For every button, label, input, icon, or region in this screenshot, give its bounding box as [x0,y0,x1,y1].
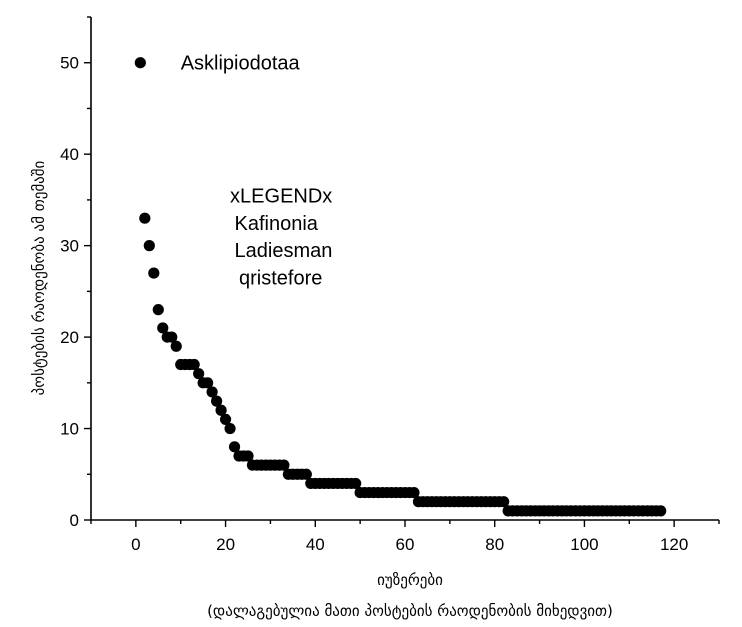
data-point [350,477,362,490]
data-point [206,386,218,398]
data-point [188,358,200,371]
x-tick-label: 100 [570,535,598,554]
data-point [242,450,254,462]
y-tick-label: 10 [60,420,79,439]
x-axis-title: იუზერები [377,571,443,589]
data-point [148,267,160,279]
x-axis-ticks: 0 20 40 60 80 100 120 [90,520,720,554]
annotation-label: qristefore [239,268,322,290]
y-axis-title: პოსტების რაოდენობა ამ თემაში [30,160,48,395]
axis-lines [90,17,719,521]
data-point [278,459,290,471]
data-points [134,57,667,517]
data-point [139,212,151,224]
data-point [219,413,232,425]
x-tick-label: 120 [660,535,688,554]
data-point [215,404,227,416]
x-tick-label: 80 [485,535,504,554]
y-tick-label: 0 [70,511,79,530]
x-tick-label: 60 [396,535,415,554]
data-point [300,468,312,480]
data-point [498,496,510,508]
data-point [202,377,214,389]
data-point [143,240,155,252]
annotation-label: xLEGENDx [230,185,332,207]
annotation-label: Ladiesman [235,240,333,262]
data-point [211,395,223,407]
y-tick-label: 50 [60,54,79,73]
annotations: Asklipiodotaa xLEGENDx Kafinonia Ladiesman q… [181,53,333,290]
data-point [157,322,169,334]
data-point [408,486,420,499]
data-point [152,304,164,316]
y-axis-ticks: 0 10 20 30 40 50 [60,16,91,530]
data-point [655,505,667,517]
data-point [166,331,178,343]
y-tick-label: 20 [60,328,79,347]
y-tick-label: 30 [60,237,79,256]
data-point [170,340,182,352]
data-point [228,441,241,453]
x-tick-label: 40 [306,535,325,554]
x-axis-subtitle: (დალაგებულია მათი პოსტების რაოდენობის მი… [207,602,613,620]
annotation-label: Asklipiodotaa [181,53,301,75]
data-point [134,57,146,69]
data-point [193,368,205,380]
y-tick-label: 40 [60,145,79,164]
x-tick-label: 0 [131,535,140,554]
x-tick-label: 20 [216,535,235,554]
annotation-label: Kafinonia [235,213,319,235]
data-point [224,422,236,435]
